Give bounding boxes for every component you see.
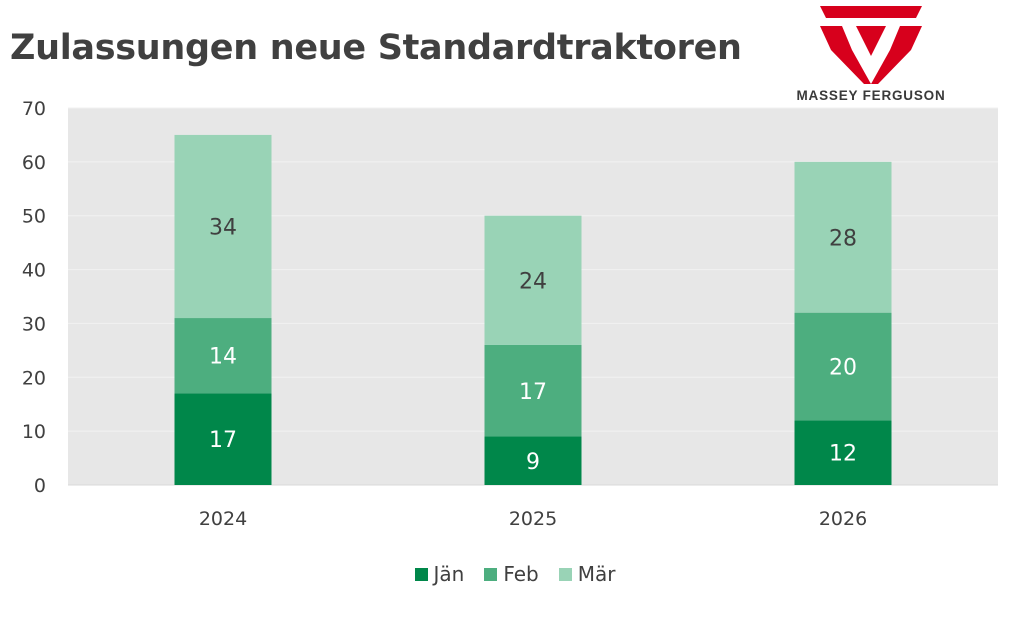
logo-text: MASSEY FERGUSON: [796, 88, 946, 103]
bar-feb-2025: [484, 344, 582, 437]
legend-label: Feb: [503, 562, 539, 586]
data-label: 17: [519, 380, 547, 405]
bar-mär-2024: [174, 134, 272, 319]
y-tick-label: 20: [22, 367, 46, 389]
y-tick-label: 30: [22, 313, 46, 335]
bar-feb-2026: [794, 312, 892, 421]
bar-feb-2024: [174, 318, 272, 394]
y-tick-label: 50: [22, 206, 46, 228]
data-label: 34: [209, 215, 237, 240]
y-axis: 0 10 20 30 40 50 60 70: [22, 98, 46, 497]
legend-item-mär: Mär: [558, 562, 616, 586]
y-tick-label: 60: [22, 152, 46, 174]
data-label: 28: [829, 226, 857, 251]
legend-label: Jän: [433, 562, 465, 586]
bar-jän-2024: [174, 393, 272, 485]
massey-ferguson-logo: MASSEY FERGUSON: [768, 4, 974, 108]
legend-label: Mär: [577, 562, 616, 586]
x-tick-label: 2025: [509, 508, 557, 530]
bar-mär-2025: [484, 215, 582, 345]
x-tick-label: 2024: [199, 508, 247, 530]
data-label: 9: [526, 450, 540, 475]
bar-mär-2026: [794, 161, 892, 313]
y-tick-label: 10: [22, 421, 46, 443]
data-label: 14: [209, 345, 237, 370]
bars: 17 14 34 9 17 24 12 20 28: [174, 134, 892, 485]
x-axis: 2024 2025 2026: [199, 508, 867, 530]
x-tick-label: 2026: [819, 508, 867, 530]
data-label: 24: [519, 269, 547, 294]
triple-triangle-logo-icon: [820, 6, 922, 84]
bar-jän-2026: [794, 420, 892, 485]
y-tick-label: 40: [22, 260, 46, 282]
chart-title: Zulassungen neue Standardtraktoren: [10, 28, 742, 68]
data-label: 20: [829, 356, 857, 381]
legend-item-jän: Jän: [414, 562, 465, 586]
y-tick-label: 0: [34, 475, 46, 497]
bar-jän-2025: [484, 436, 582, 485]
legend-swatch: [558, 567, 572, 581]
data-label: 12: [829, 442, 857, 467]
legend-swatch: [414, 567, 428, 581]
y-tick-label: 70: [22, 98, 46, 120]
legend: Jän Feb Mär: [0, 562, 1030, 586]
legend-item-feb: Feb: [484, 562, 539, 586]
data-label: 17: [209, 428, 237, 453]
legend-swatch: [484, 567, 498, 581]
